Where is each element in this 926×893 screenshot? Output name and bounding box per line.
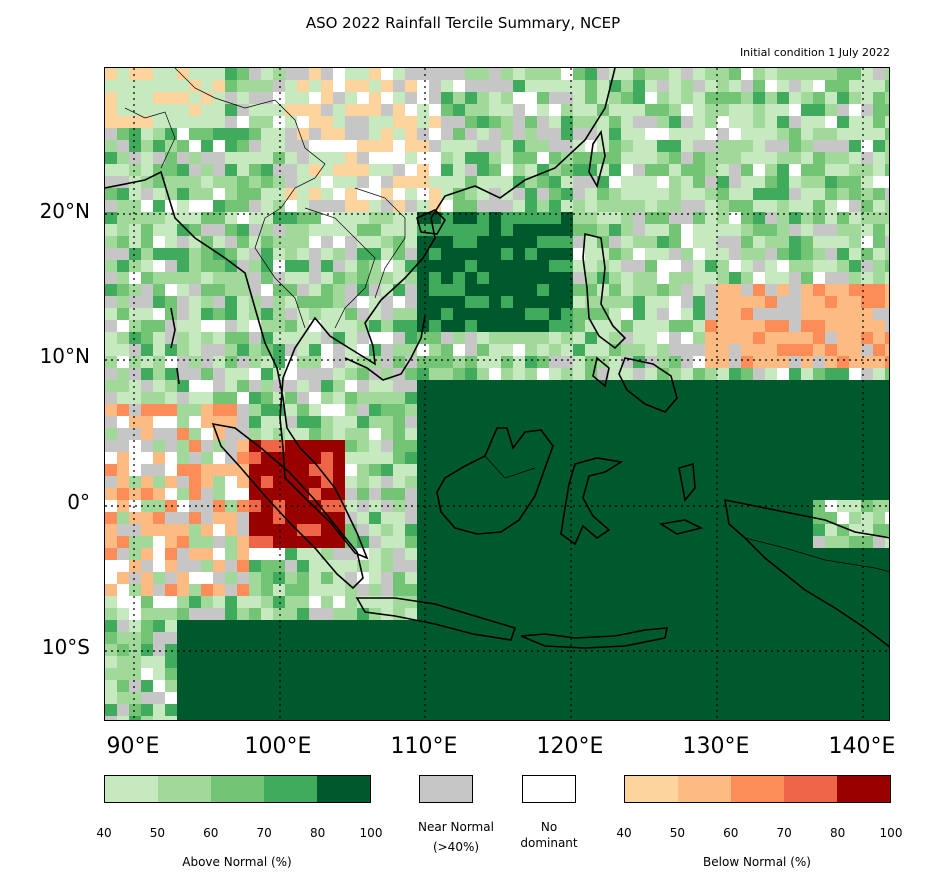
no-dominant-label-line1: No: [540, 820, 558, 834]
lat-label-10n: 10°N: [39, 344, 90, 368]
lon-label-130e: 130°E: [682, 734, 750, 759]
tercile-map: [105, 68, 889, 720]
colorbar-tick-label: 60: [203, 826, 219, 840]
near-normal-label-line2: (>40%): [432, 840, 480, 854]
taiwan-coastline: [588, 129, 606, 189]
colorbar-tick-label: 80: [309, 826, 326, 840]
lat-label-10s: 10°S: [41, 635, 90, 659]
colorbar-segment: [784, 776, 837, 802]
colorbar-tick-label: 80: [829, 826, 846, 840]
near-normal-swatch: [419, 775, 473, 803]
no-dominant-swatch: [522, 775, 576, 803]
initial-condition-note: Initial condition 1 July 2022: [739, 46, 890, 59]
colorbar-segment: [158, 776, 211, 802]
mindanao-coastline: [618, 357, 678, 413]
colorbar-tick-label: 100: [359, 826, 383, 840]
lat-label-0: 0°: [67, 490, 90, 514]
no-dominant-label: No dominant: [520, 817, 577, 853]
below-normal-colorbar: [624, 775, 891, 803]
map-panel: [104, 67, 890, 721]
java-coastline: [355, 597, 517, 641]
colorbar-tick-label: 50: [669, 826, 686, 840]
colorbar-tick-label: 40: [616, 826, 632, 840]
no-dominant-label-line2: dominant: [520, 836, 578, 850]
colorbar-tick-label: 50: [149, 826, 166, 840]
colorbar-tick-label: 100: [879, 826, 903, 840]
near-normal-label: Near Normal (>40%): [418, 817, 494, 857]
colorbar-segment: [105, 776, 158, 802]
above-normal-colorbar: [104, 775, 371, 803]
colorbar-segment: [211, 776, 264, 802]
colorbar-segment: [264, 776, 317, 802]
lon-label-140e: 140°E: [828, 734, 896, 759]
borneo-coastline: [436, 427, 554, 535]
lon-label-110e: 110°E: [390, 734, 458, 759]
colorbar-segment: [317, 776, 370, 802]
map-title: ASO 2022 Rainfall Tercile Summary, NCEP: [305, 14, 621, 32]
sumatra-coastline: [211, 422, 364, 590]
colorbar-segment: [731, 776, 784, 802]
new-guinea-coastline: [724, 498, 889, 648]
lon-label-120e: 120°E: [536, 734, 604, 759]
colorbar-tick-label: 70: [256, 826, 272, 840]
colorbar-segment: [837, 776, 890, 802]
colorbar-tick-label: 70: [776, 826, 792, 840]
lon-label-100e: 100°E: [244, 734, 312, 759]
lat-label-20n: 20°N: [39, 199, 90, 223]
mainland-coastline: [105, 68, 616, 560]
lon-label-90e: 90°E: [106, 734, 160, 759]
above-normal-label: Above Normal (%): [182, 855, 292, 869]
hainan-coastline: [416, 209, 446, 235]
below-normal-label: Below Normal (%): [703, 855, 811, 869]
colorbar-tick-label: 60: [723, 826, 739, 840]
sulawesi-coastline: [560, 457, 624, 546]
colorbar-segment: [678, 776, 731, 802]
near-normal-label-line1: Near Normal: [418, 820, 494, 834]
colorbar-tick-label: 40: [96, 826, 112, 840]
luzon-coastline: [582, 232, 627, 350]
colorbar-segment: [625, 776, 678, 802]
